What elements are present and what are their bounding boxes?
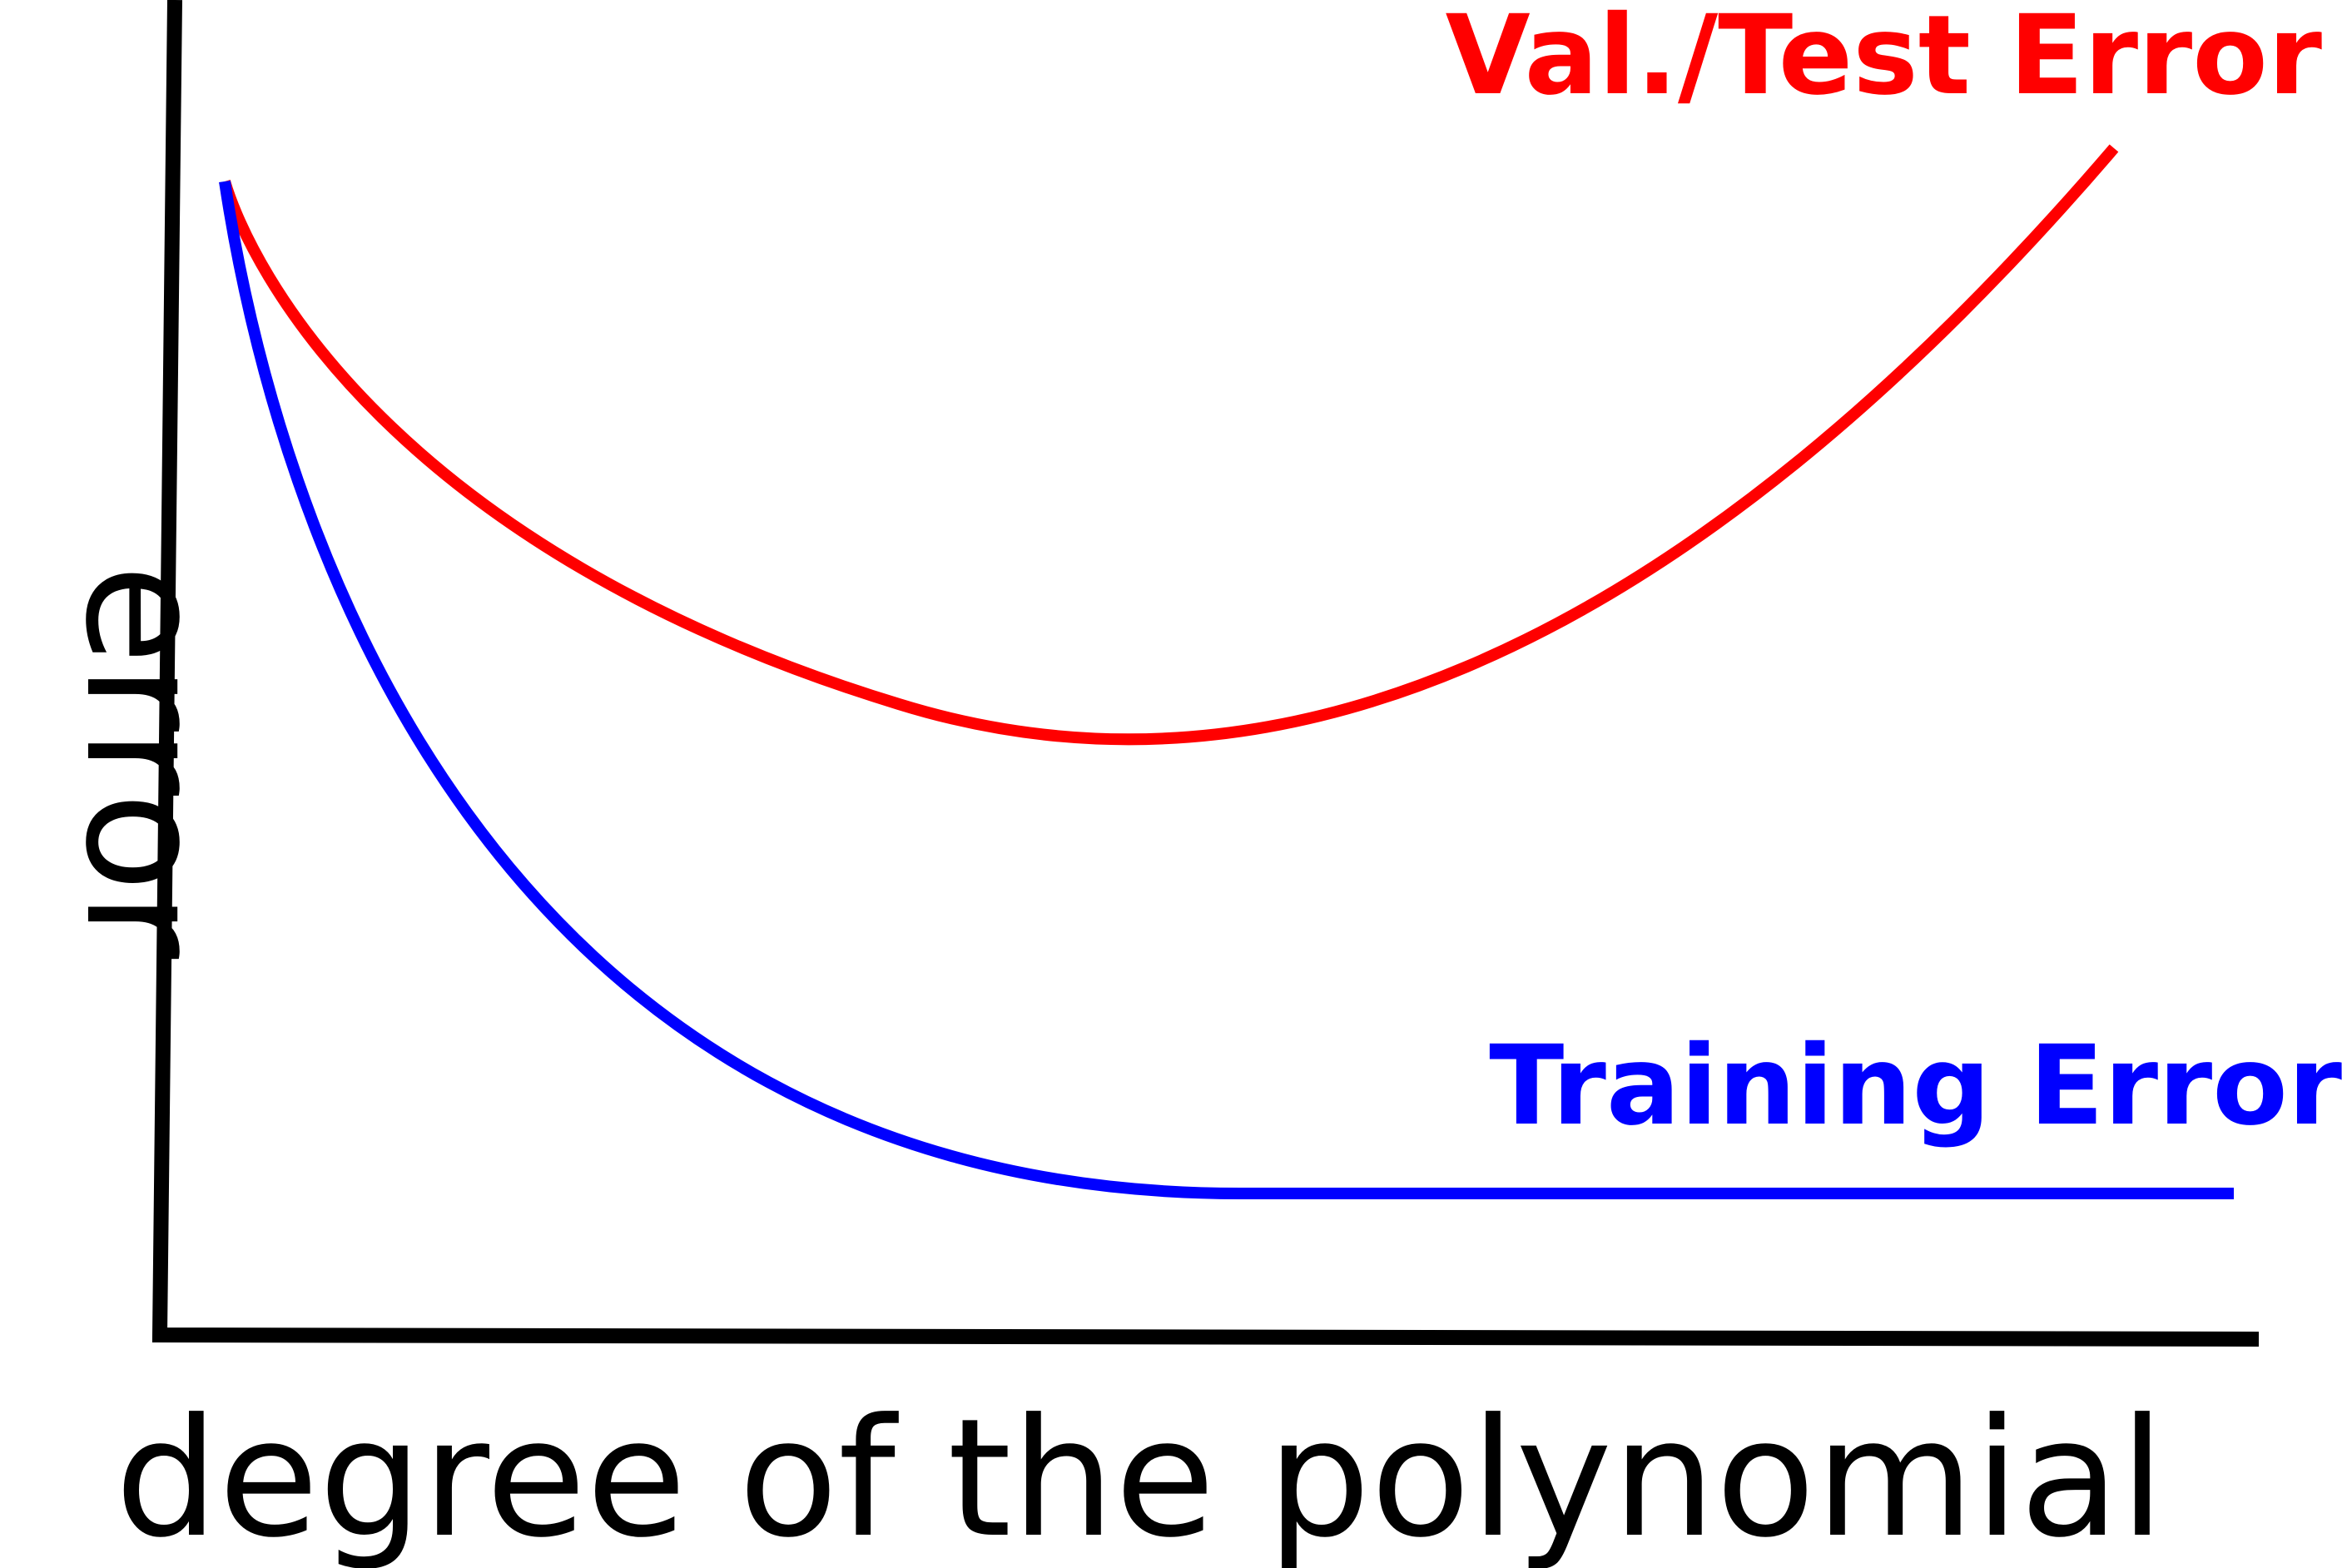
validation-error-label: Val./Test Error xyxy=(1446,0,2322,120)
y-axis-title: error xyxy=(49,564,239,960)
validation-error-curve xyxy=(219,144,2119,746)
training-error-label: Training Error xyxy=(1489,1022,2342,1150)
axes xyxy=(151,0,2260,1347)
training-error-curve xyxy=(219,180,2234,1199)
x-axis-title: degree of the polynomial xyxy=(115,1384,2165,1568)
